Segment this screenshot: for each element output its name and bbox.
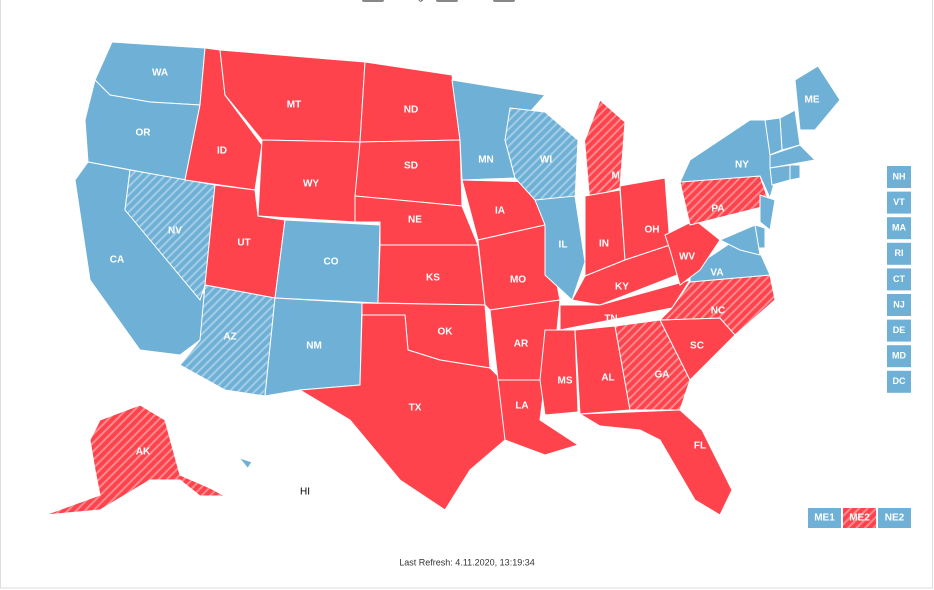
state-label: NC [711, 306, 725, 317]
state-label: NV [168, 226, 182, 237]
state-label: OH [645, 225, 660, 236]
state-label: MS [558, 376, 573, 387]
state[interactable] [759, 194, 776, 231]
state[interactable] [354, 139, 463, 207]
state-label: AK [136, 447, 151, 458]
state-label: IA [495, 206, 505, 217]
district-label: ME2 [849, 513, 870, 524]
state-label: DE [893, 325, 906, 335]
district-box[interactable] [878, 508, 911, 528]
state-label: KY [615, 282, 629, 293]
state-label: UT [237, 238, 250, 249]
state[interactable] [789, 164, 801, 181]
state-label: CO [324, 257, 339, 268]
state-label: ME [805, 95, 820, 106]
state-label: SD [404, 161, 418, 172]
state[interactable] [298, 314, 506, 511]
legend-swatch [436, 0, 458, 2]
state-label: MT [287, 100, 301, 111]
state-box[interactable] [887, 191, 911, 214]
state-box[interactable] [887, 345, 911, 368]
state[interactable] [578, 409, 733, 516]
state-label: KS [426, 273, 440, 284]
state-label: LA [515, 401, 528, 412]
state-box[interactable] [887, 217, 911, 240]
state-label: MO [510, 275, 526, 286]
state[interactable] [584, 99, 626, 199]
state-label: WV [679, 252, 695, 263]
state[interactable] [779, 109, 801, 151]
state-box[interactable] [887, 319, 911, 342]
state-label: NM [306, 341, 322, 352]
district-label: ME1 [814, 513, 835, 524]
state-label: ND [404, 105, 418, 116]
state-label: TN [604, 314, 617, 325]
state-label: SC [690, 341, 704, 352]
state-label: MI [611, 171, 622, 182]
state-label: OK [438, 327, 454, 338]
state[interactable] [559, 279, 692, 331]
legend-swatch [493, 0, 515, 2]
district-box[interactable] [808, 508, 841, 528]
state[interactable] [794, 65, 841, 131]
state-label: GA [655, 370, 670, 381]
state-box[interactable] [887, 268, 911, 291]
footer: Last Refresh: 4.11.2020, 13:19:34 [399, 557, 534, 567]
state[interactable] [764, 117, 783, 156]
state[interactable] [769, 164, 791, 186]
state-label: TX [409, 403, 422, 414]
district-label: NE2 [885, 513, 905, 524]
state-label: AZ [223, 332, 236, 343]
state[interactable] [718, 224, 761, 256]
state-label: FL [694, 441, 706, 452]
state-label: MN [478, 155, 494, 166]
state-label: NY [735, 160, 749, 171]
state-label: PA [711, 204, 724, 215]
state-label: MD [892, 351, 906, 361]
state[interactable] [539, 329, 579, 416]
state-label: OR [136, 128, 152, 139]
state[interactable] [769, 144, 817, 169]
state-box[interactable] [887, 242, 911, 265]
state-label: DC [893, 376, 906, 386]
state-label: ID [217, 146, 227, 157]
state-label: VT [893, 197, 905, 207]
state-label: MA [892, 223, 906, 233]
state-label: WY [303, 179, 319, 190]
state-box[interactable] [887, 370, 911, 393]
state-box[interactable] [887, 166, 911, 188]
state-label: WA [152, 68, 168, 79]
state-label: NH [893, 171, 906, 181]
state-label: NJ [893, 299, 905, 309]
state-box[interactable] [887, 294, 911, 316]
district-box[interactable] [843, 508, 876, 528]
legend-label: Won [462, 0, 482, 3]
legend-swatch [362, 0, 384, 2]
state-label: IL [559, 240, 568, 251]
state[interactable] [679, 175, 771, 226]
legend-label: Leading [388, 0, 424, 3]
state-label: NE [408, 215, 422, 226]
state-label: AL [601, 373, 614, 384]
state-label: WI [540, 155, 552, 166]
state[interactable] [359, 61, 461, 143]
state-label: RI [895, 248, 904, 258]
state-label: VA [710, 268, 723, 279]
state-label: CT [893, 274, 905, 284]
state[interactable] [44, 404, 226, 516]
state[interactable] [679, 119, 776, 200]
state-label: HI [300, 487, 310, 498]
state[interactable] [239, 457, 253, 469]
state-label: IN [599, 239, 609, 250]
legend-label: No Results [519, 0, 568, 3]
state-label: AR [514, 339, 529, 350]
state-label: CA [110, 255, 124, 266]
